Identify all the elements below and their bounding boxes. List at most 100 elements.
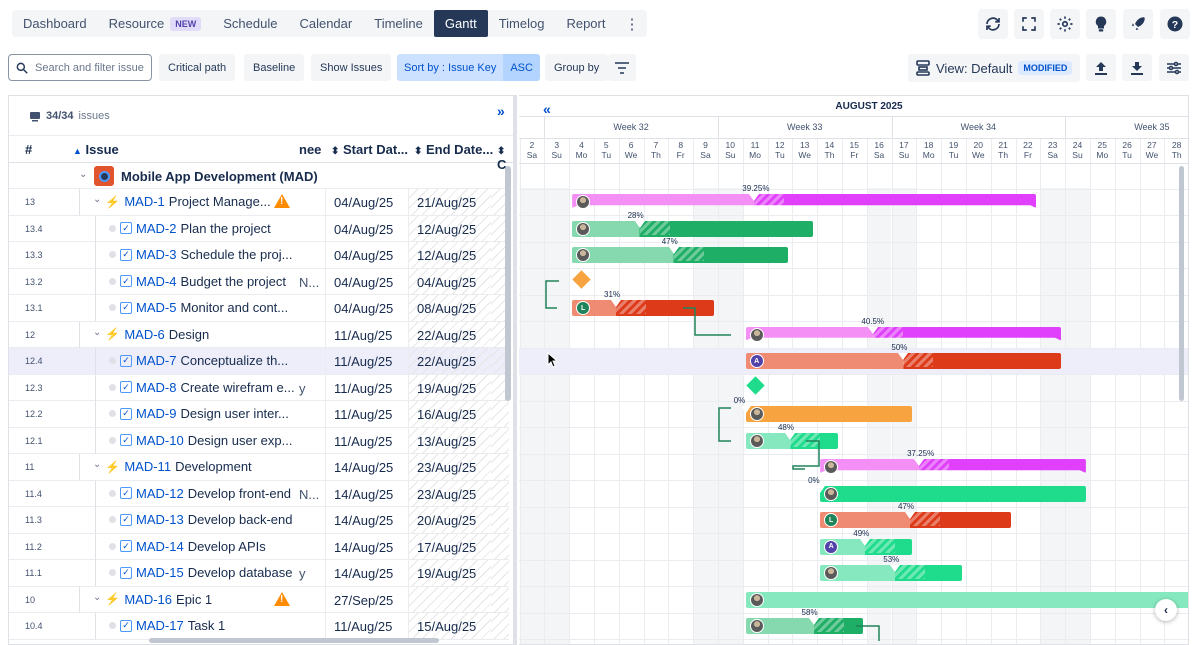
col-issue[interactable]: ▲ Issue — [73, 142, 119, 157]
issue-title[interactable]: Create wirefram e... — [180, 379, 295, 395]
start-date-cell[interactable]: 04/Aug/25 — [325, 242, 408, 268]
start-date-cell[interactable]: 11/Aug/25 — [325, 427, 408, 454]
issue-key[interactable]: MAD-2 — [136, 220, 177, 236]
assignee-avatar[interactable] — [749, 592, 764, 607]
upload-icon[interactable] — [1086, 54, 1116, 81]
end-date-cell[interactable]: 23/Aug/25 — [408, 480, 491, 507]
issue-title[interactable]: Plan the project — [180, 220, 271, 236]
issue-key[interactable]: MAD-6 — [124, 326, 165, 342]
end-date-cell[interactable]: 08/Aug/25 — [408, 295, 491, 321]
sort-by-label[interactable]: Sort by : Issue Key — [397, 54, 504, 81]
gantt-bar[interactable] — [820, 459, 1086, 473]
gantt-bar[interactable] — [820, 538, 913, 555]
table-row[interactable]: 11.2 ✓ MAD-14 Develop APIs 14/Aug/25 17/Aug/2… — [9, 533, 509, 560]
tab-timelog[interactable]: Timelog — [498, 16, 545, 31]
issue-key[interactable]: MAD-15 — [136, 565, 184, 580]
filter-icon[interactable] — [608, 54, 636, 81]
table-row[interactable]: 11.3 ✓ MAD-13 Develop back-end 14/Aug/25 20/A… — [9, 507, 509, 534]
issue-title[interactable]: Design user inter... — [180, 406, 289, 421]
issue-key[interactable]: MAD-5 — [136, 300, 177, 315]
table-row[interactable]: 13.2 ✓ MAD-4 Budget the project N... 04/Aug/2… — [9, 268, 509, 295]
issue-key[interactable]: MAD-12 — [136, 485, 184, 501]
col-end[interactable]: ⬍ End Date... — [414, 142, 493, 157]
assignee-avatar[interactable]: L — [824, 513, 839, 527]
issue-cell[interactable]: ✓ MAD-14 Develop APIs — [109, 539, 295, 554]
issue-title[interactable]: Budget the project — [180, 273, 286, 289]
start-date-cell[interactable]: 11/Aug/25 — [325, 613, 408, 639]
col-start[interactable]: ⬍ Start Dat... — [331, 142, 408, 157]
issue-title[interactable]: Schedule the proj... — [180, 247, 293, 262]
issue-title[interactable]: Task 1 — [187, 618, 226, 633]
table-row[interactable]: 12.2 ✓ MAD-9 Design user inter... 11/Aug/25 1… — [9, 401, 509, 428]
end-date-cell[interactable]: 04/Aug/25 — [408, 268, 491, 295]
table-row[interactable]: 11.1 ✓ MAD-15 Develop database y 14/Aug/25 19/… — [9, 560, 509, 587]
gantt-bar[interactable] — [820, 485, 1086, 502]
download-icon[interactable] — [1122, 54, 1152, 81]
end-date-cell[interactable]: 12/Aug/25 — [408, 215, 491, 242]
project-row[interactable]: ⌄ Mobile App Development (MAD) — [9, 163, 509, 189]
sync-icon[interactable] — [978, 9, 1008, 39]
group-by-button[interactable]: Group by — [545, 54, 609, 81]
scroll-left-icon[interactable]: « — [543, 101, 551, 117]
tab-gantt[interactable]: Gantt — [433, 10, 488, 37]
end-date-cell[interactable]: 22/Aug/25 — [408, 348, 491, 374]
gantt-bar[interactable] — [572, 247, 789, 263]
col-num[interactable]: # — [25, 142, 33, 157]
start-date-cell[interactable]: 11/Aug/25 — [325, 401, 408, 427]
assignee-avatar[interactable] — [749, 327, 764, 342]
assignee-avatar[interactable] — [576, 221, 591, 236]
settings-gear-icon[interactable] — [1050, 9, 1080, 39]
gantt-bar[interactable] — [820, 565, 962, 581]
end-date-cell[interactable]: 13/Aug/25 — [408, 427, 491, 454]
issue-key[interactable]: MAD-8 — [136, 379, 177, 395]
baseline-button[interactable]: Baseline — [244, 54, 305, 81]
horizontal-scrollbar[interactable] — [149, 638, 439, 643]
table-row[interactable]: 10.4 ✓ MAD-17 Task 1 11/Aug/25 15/Aug/25 — [9, 613, 509, 640]
start-date-cell[interactable]: 11/Aug/25 — [325, 348, 408, 374]
start-date-cell[interactable]: 04/Aug/25 — [325, 215, 408, 242]
assignee-avatar[interactable]: L — [576, 301, 591, 315]
issue-cell[interactable]: ✓ MAD-10 Design user exp... — [109, 433, 295, 448]
start-date-cell[interactable]: 27/Sep/25 — [325, 586, 408, 613]
lightbulb-icon[interactable] — [1086, 9, 1116, 39]
table-row[interactable]: 12.3 ✓ MAD-8 Create wirefram e... y 11/Aug/25… — [9, 374, 509, 401]
end-date-cell[interactable]: 20/Aug/25 — [408, 507, 491, 533]
vertical-scrollbar[interactable] — [505, 166, 511, 401]
end-date-cell[interactable]: 21/Aug/25 — [408, 189, 491, 215]
milestone-diamond[interactable] — [745, 375, 765, 395]
issue-cell[interactable]: ✓ MAD-3 Schedule the proj... — [109, 247, 295, 262]
end-date-cell[interactable]: 12/Aug/25 — [408, 242, 491, 268]
end-date-cell[interactable]: 19/Aug/25 — [408, 560, 491, 586]
gantt-bar[interactable] — [745, 591, 1188, 608]
issue-cell[interactable]: ⌄ ⚡ MAD-11 Development — [93, 459, 293, 474]
gantt-vertical-scrollbar[interactable] — [1179, 166, 1184, 401]
start-date-cell[interactable]: 04/Aug/25 — [325, 189, 408, 215]
issue-title[interactable]: Development — [175, 459, 252, 474]
issue-cell[interactable]: ✓ MAD-15 Develop database — [109, 565, 295, 580]
table-row[interactable]: 13.4 ✓ MAD-2 Plan the project 04/Aug/25 12/Au… — [9, 215, 509, 242]
issue-title[interactable]: Develop back-end — [187, 512, 293, 527]
gantt-bar[interactable] — [820, 512, 1012, 528]
sliders-icon[interactable] — [1159, 54, 1189, 81]
issue-cell[interactable]: ⌄ ⚡ MAD-6 Design — [93, 327, 293, 342]
assignee-avatar[interactable] — [749, 619, 764, 633]
end-date-cell[interactable]: 19/Aug/25 — [408, 374, 491, 401]
rocket-icon[interactable] — [1123, 9, 1153, 39]
issue-key[interactable]: MAD-13 — [136, 512, 184, 527]
end-date-cell[interactable]: 22/Aug/25 — [408, 321, 491, 348]
issue-key[interactable]: MAD-14 — [136, 538, 184, 554]
issue-key[interactable]: MAD-10 — [136, 432, 184, 448]
table-row[interactable]: 12 ⌄ ⚡ MAD-6 Design 11/Aug/25 22/Aug/25 — [9, 321, 509, 348]
chevron-down-icon[interactable]: ⌄ — [93, 326, 102, 338]
help-icon[interactable]: ? — [1160, 9, 1190, 39]
issue-key[interactable]: MAD-9 — [136, 406, 177, 421]
issue-title[interactable]: Develop front-end — [187, 485, 292, 501]
start-date-cell[interactable]: 04/Aug/25 — [325, 295, 408, 321]
issue-cell[interactable]: ✓ MAD-9 Design user inter... — [109, 406, 295, 421]
table-row[interactable]: 13.3 ✓ MAD-3 Schedule the proj... 04/Aug/25 1… — [9, 242, 509, 269]
gantt-bar[interactable] — [745, 353, 1062, 369]
table-row[interactable]: 13 ⌄ ⚡ MAD-1 Project Manage...! 04/Aug/25 21/A… — [9, 189, 509, 216]
end-date-cell[interactable]: 16/Aug/25 — [408, 401, 491, 427]
table-row[interactable]: 12.4 ✓ MAD-7 Conceptualize th... 11/Aug/25 22… — [9, 348, 509, 375]
table-row[interactable]: 11.4 ✓ MAD-12 Develop front-end N... 14/Aug/2… — [9, 480, 509, 507]
